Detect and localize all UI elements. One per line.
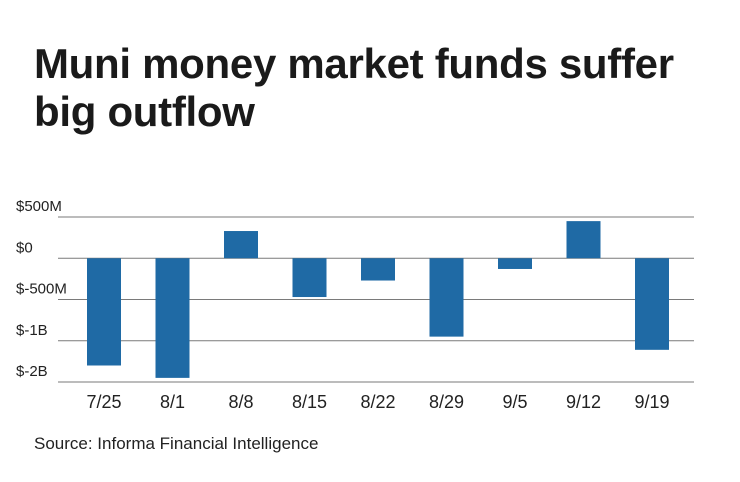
x-tick-label: 9/5 — [502, 392, 527, 412]
y-tick-label: $-500M — [16, 281, 67, 298]
x-tick-label: 8/29 — [429, 392, 464, 412]
bar-9-12 — [566, 221, 601, 259]
bar-9-5 — [498, 258, 532, 269]
x-tick-label: 8/1 — [160, 392, 185, 412]
source-note: Source: Informa Financial Intelligence — [34, 434, 319, 453]
y-tick-label: $0 — [16, 239, 33, 256]
bar-8-8 — [224, 231, 258, 259]
bars — [87, 221, 669, 378]
bar-8-1 — [155, 258, 190, 378]
y-tick-label: $-2B — [16, 363, 48, 380]
x-axis-ticks: 7/25 8/1 8/8 8/15 8/22 8/29 9/5 9/12 9/19 — [86, 392, 669, 412]
bar-8-29 — [429, 258, 464, 337]
x-tick-label: 9/19 — [634, 392, 669, 412]
x-tick-label: 8/8 — [228, 392, 253, 412]
bar-9-19 — [635, 258, 669, 350]
bar-7-25 — [87, 258, 121, 366]
x-tick-label: 8/15 — [292, 392, 327, 412]
bar-8-15 — [292, 258, 327, 298]
chart-title: Muni money market funds suffer big outfl… — [34, 40, 674, 135]
x-tick-label: 8/22 — [360, 392, 395, 412]
x-tick-label: 9/12 — [566, 392, 601, 412]
y-tick-label: $-1B — [16, 322, 48, 339]
bar-8-22 — [361, 258, 395, 281]
x-tick-label: 7/25 — [86, 392, 121, 412]
y-tick-label: $500M — [16, 198, 62, 215]
y-axis-ticks: $500M $0 $-500M $-1B $-2B — [16, 198, 67, 380]
